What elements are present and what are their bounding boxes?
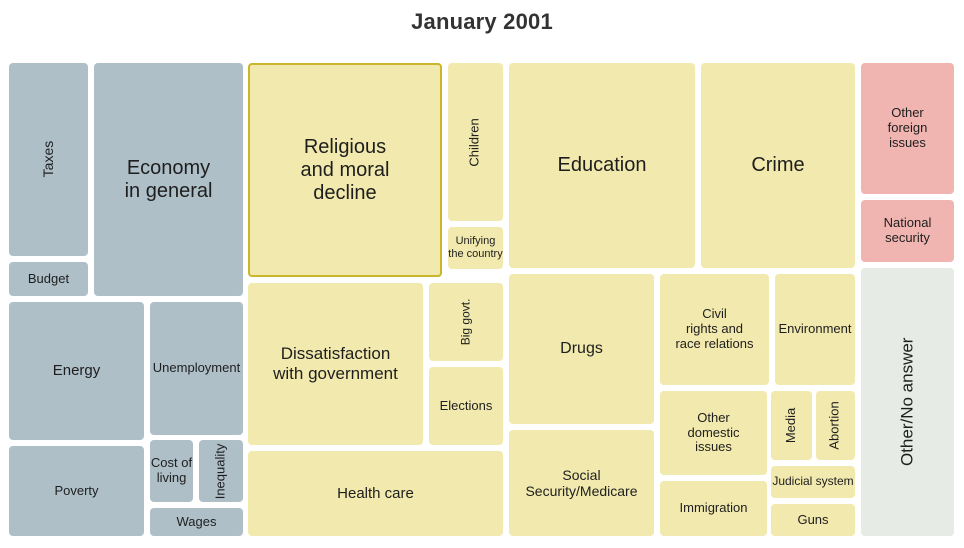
treemap-tile-other-foreign-issues: Other foreign issues	[861, 63, 954, 194]
treemap-tile-cost-of-living: Cost of living	[150, 440, 193, 502]
treemap-tile-label: Economy in general	[124, 156, 213, 202]
treemap-tile-national-security: National security	[861, 200, 954, 262]
treemap-tile-label: Religious and moral decline	[300, 135, 390, 204]
treemap-tile-energy: Energy	[9, 302, 144, 440]
treemap-tile-guns: Guns	[771, 504, 855, 536]
treemap-tile-taxes: Taxes	[9, 63, 88, 256]
treemap-tile-wages: Wages	[150, 508, 243, 536]
treemap-tile-economy-in-general: Economy in general	[94, 63, 243, 296]
treemap-tile-budget: Budget	[9, 262, 88, 296]
treemap-tile-label: Inequality	[212, 443, 228, 499]
treemap-tile-label: Taxes	[40, 141, 57, 178]
treemap-tile-label: Dissatisfaction with government	[273, 344, 398, 383]
treemap-tile-label: Elections	[439, 397, 493, 413]
treemap-tile-label: National security	[883, 215, 932, 245]
treemap-tile-label: Cost of living	[150, 455, 193, 485]
treemap-tile-civil-rights-and-race-relations: Civil rights and race relations	[660, 274, 769, 385]
treemap-tile-label: Judicial system	[772, 474, 854, 489]
treemap-tile-judicial-system: Judicial system	[771, 466, 855, 498]
treemap-tile-other-domestic-issues: Other domestic issues	[660, 391, 767, 475]
treemap-tile-elections: Elections	[429, 367, 503, 445]
treemap-tile-health-care: Health care	[248, 451, 503, 536]
treemap-tile-label: Unifying the country	[448, 235, 503, 260]
treemap-tile-label: Health care	[337, 484, 414, 502]
treemap-tile-abortion: Abortion	[816, 391, 855, 460]
chart-title: January 2001	[411, 9, 553, 34]
treemap-tile-label: Immigration	[679, 500, 748, 516]
treemap-tile-religious-and-moral-decline: Religious and moral decline	[248, 63, 442, 277]
treemap-tile-social-security-medicare: Social Security/Medicare	[509, 430, 654, 536]
treemap-tile-drugs: Drugs	[509, 274, 654, 424]
treemap-tile-label: Drugs	[560, 339, 603, 357]
treemap-tile-label: Children	[467, 117, 483, 167]
treemap-tile-poverty: Poverty	[9, 446, 144, 536]
treemap-tile-label: Environment	[778, 321, 852, 337]
treemap-tile-education: Education	[509, 63, 695, 268]
treemap-tile-label: Energy	[52, 362, 101, 380]
treemap-tile-environment: Environment	[775, 274, 855, 385]
treemap-tile-media: Media	[771, 391, 812, 460]
treemap-tile-label: Guns	[797, 511, 829, 527]
treemap-tile-other-no-answer: Other/No answer	[861, 268, 954, 536]
treemap-tile-label: Education	[557, 154, 647, 176]
treemap-tile-label: Social Security/Medicare	[525, 466, 638, 499]
treemap-tile-children: Children	[448, 63, 503, 221]
treemap-tile-unemployment: Unemployment	[150, 302, 243, 435]
treemap-tile-dissatisfaction-with-government: Dissatisfaction with government	[248, 283, 423, 445]
treemap-tile-label: Unemployment	[152, 360, 241, 376]
treemap-tile-label: Big govt.	[458, 298, 473, 346]
treemap-tile-label: Other domestic issues	[687, 409, 740, 455]
treemap-tile-label: Media	[783, 407, 799, 444]
treemap-tile-label: Civil rights and race relations	[675, 306, 754, 351]
treemap-tile-immigration: Immigration	[660, 481, 767, 536]
treemap-tile-label: Other foreign issues	[887, 105, 928, 150]
treemap-tile-inequality: Inequality	[199, 440, 243, 502]
treemap-tile-label: Crime	[751, 154, 805, 176]
treemap-tile-big-govt: Big govt.	[429, 283, 503, 361]
treemap-tile-label: Wages	[176, 513, 217, 529]
treemap-tile-label: Abortion	[827, 401, 843, 450]
treemap-tile-label: Poverty	[54, 482, 99, 498]
treemap-tile-label: Other/No answer	[897, 337, 917, 467]
treemap-tile-unifying-the-country: Unifying the country	[448, 227, 503, 269]
treemap-tile-label: Budget	[27, 270, 70, 286]
treemap-tile-crime: Crime	[701, 63, 855, 268]
